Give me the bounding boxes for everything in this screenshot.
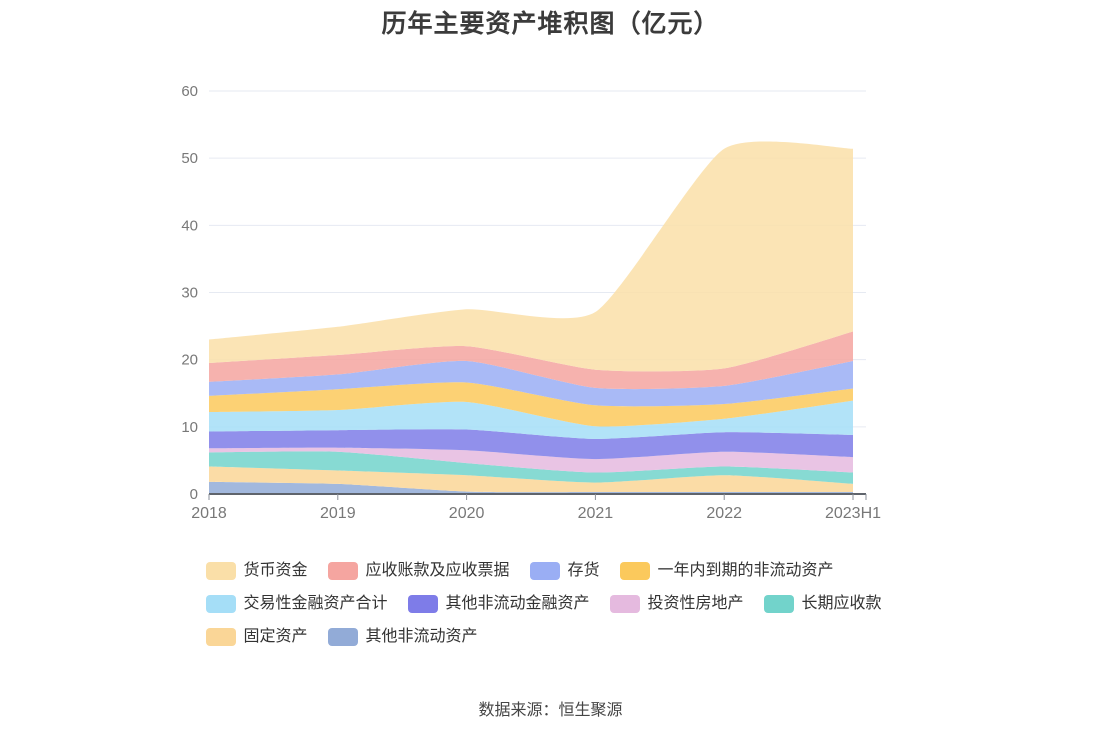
stacked-area-plot: 0 10 20 30 40 50 60 2018 2019 2020 2021 2022 2023H1 xyxy=(181,83,881,522)
page-title: 历年主要资产堆积图（亿元） xyxy=(381,10,720,38)
area-series-6 xyxy=(209,447,853,473)
legend-item-2[interactable]: 存货 xyxy=(529,562,600,580)
data-source: 数据来源：恒生聚源 xyxy=(478,702,623,719)
legend-item-3[interactable]: 一年内到期的非流动资产 xyxy=(619,562,834,580)
area-series-8 xyxy=(209,466,853,493)
legend-swatch xyxy=(529,562,560,580)
legend-label: 存货 xyxy=(567,562,600,579)
y-axis-label: 60 xyxy=(181,83,198,100)
x-axis-label: 2019 xyxy=(320,505,356,522)
legend-swatch xyxy=(205,562,236,580)
area-series-5 xyxy=(209,429,853,460)
legend-label: 投资性房地产 xyxy=(647,595,744,612)
area-series-1 xyxy=(209,331,853,390)
legend-swatch xyxy=(763,595,794,613)
legend-item-8[interactable]: 固定资产 xyxy=(205,628,308,646)
legend-item-5[interactable]: 其他非流动金融资产 xyxy=(407,595,590,613)
legend-swatch xyxy=(327,562,358,580)
legend-item-9[interactable]: 其他非流动资产 xyxy=(327,628,478,646)
legend-label: 其他非流动资产 xyxy=(365,628,478,645)
legend-label: 其他非流动金融资产 xyxy=(445,595,590,612)
y-axis-label: 50 xyxy=(181,150,198,167)
area-series-2 xyxy=(209,360,853,407)
legend-item-0[interactable]: 货币资金 xyxy=(205,562,308,580)
area-series-0 xyxy=(209,141,853,372)
y-axis-label: 30 xyxy=(181,285,198,302)
legend-swatch xyxy=(205,595,236,613)
x-axis-label: 2018 xyxy=(191,505,227,522)
area-series-3 xyxy=(209,382,853,427)
x-axis-label: 2022 xyxy=(706,505,742,522)
legend-swatch xyxy=(327,628,358,646)
y-axis-label: 0 xyxy=(190,486,198,503)
x-axis-label: 2023H1 xyxy=(825,505,881,522)
legend: 货币资金 应收账款及应收票据 存货 一年内到期的非流动资产 交易性金融资产合计 其他非流动… xyxy=(205,562,896,646)
y-axis-label: 40 xyxy=(181,217,198,234)
area-series-7 xyxy=(209,451,853,484)
y-axis-label: 20 xyxy=(181,352,198,369)
legend-item-1[interactable]: 应收账款及应收票据 xyxy=(327,562,510,580)
legend-label: 货币资金 xyxy=(243,562,308,579)
legend-swatch xyxy=(205,628,236,646)
legend-label: 一年内到期的非流动资产 xyxy=(657,562,834,579)
legend-item-7[interactable]: 长期应收款 xyxy=(763,595,882,613)
x-axis-label: 2020 xyxy=(449,505,485,522)
legend-label: 长期应收款 xyxy=(801,595,882,612)
legend-label: 应收账款及应收票据 xyxy=(365,562,510,579)
legend-item-4[interactable]: 交易性金融资产合计 xyxy=(205,595,388,613)
legend-swatch xyxy=(407,595,438,613)
area-series-4 xyxy=(209,400,853,439)
x-axis-label: 2021 xyxy=(578,505,614,522)
legend-item-6[interactable]: 投资性房地产 xyxy=(609,595,744,613)
legend-swatch xyxy=(609,595,640,613)
area-series-9 xyxy=(209,481,853,494)
legend-swatch xyxy=(619,562,650,580)
legend-label: 固定资产 xyxy=(243,628,308,645)
legend-label: 交易性金融资产合计 xyxy=(243,595,388,612)
y-axis-label: 10 xyxy=(181,419,198,436)
